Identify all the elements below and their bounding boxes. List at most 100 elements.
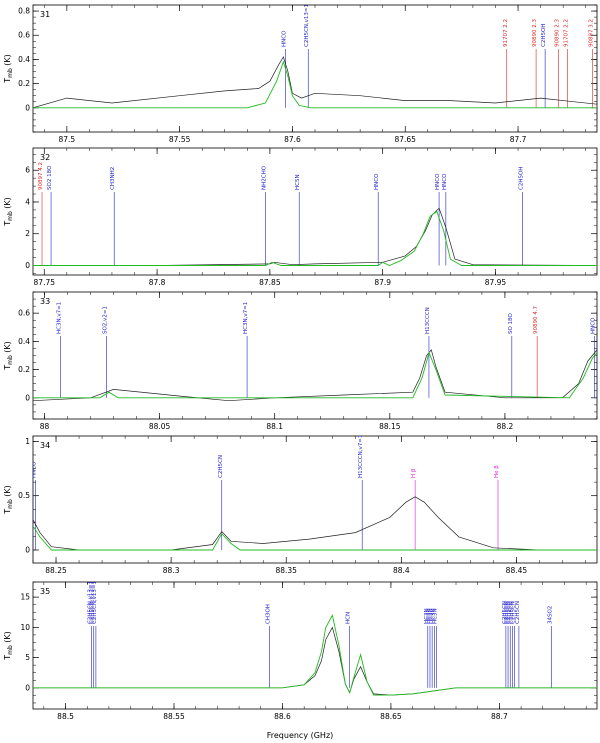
line-id-label: HC3N,v7=1 <box>57 302 63 334</box>
y-tick-label: 0.8 <box>18 7 30 16</box>
panel-33: 33 88 88.05 88.1 88.15 88.2 0 0.2 0.4 0.6 Tmb (K) H… <box>3 291 598 431</box>
line-id-label: C2H5CN <box>218 455 224 478</box>
y-axis-label-sub: mb <box>7 355 14 365</box>
panel-32: 32 87.75 87.8 87.85 87.9 87.95 0 2 4 6 Tmb (K) 9089… <box>3 147 598 287</box>
line-id-label: CH3OH <box>265 604 271 624</box>
y-axis-label-sub: mb <box>7 499 14 509</box>
line-id-label: C2H5CN,v13=1 <box>90 581 96 624</box>
panel-frame <box>32 435 598 564</box>
y-tick-label: 0.6 <box>18 309 30 318</box>
line-id-label: HC3N <box>426 608 432 624</box>
line-id-label: C2H5CN <box>504 601 510 624</box>
panel-label: 34 <box>40 441 50 450</box>
x-tick-label: 87.8 <box>149 278 166 287</box>
line-id-label: H β <box>411 468 417 478</box>
panel-31: 31 87.5 87.55 87.6 87.65 87.7 0 0.2 0.4 0.6 0.8 Tmb… <box>3 4 598 144</box>
line-id-label: HC3N <box>432 608 438 624</box>
spectrum-model <box>33 60 597 109</box>
line-id-label: C2H5CN,v13=1 <box>88 581 94 624</box>
y-tick-label: 6 <box>25 166 30 175</box>
y-axis-label-unit: (K) <box>3 485 12 499</box>
line-id-label: HC3N,v7=1 <box>243 302 249 334</box>
panel-data: HNCO C2H5CN H13CCCN,v7=1 H β He β <box>31 435 597 551</box>
panels: 31 87.5 87.55 87.6 87.65 87.7 0 0.2 0.4 0.6 0.8 Tmb… <box>3 4 598 721</box>
line-id-label: 90890 4.7 <box>533 306 539 334</box>
y-tick-label: 5 <box>25 653 30 662</box>
panel-frame <box>32 581 598 710</box>
x-tick-label: 88.1 <box>266 422 283 431</box>
line-id-label: 91707 2.2 <box>503 19 509 47</box>
x-tick-label: 88.55 <box>163 712 185 721</box>
line-id-label: HC3N <box>430 608 436 624</box>
spectrum-observed <box>33 56 597 109</box>
panel-label: 31 <box>40 10 50 19</box>
y-tick-label: 0 <box>25 683 30 692</box>
x-tick-label: 87.95 <box>485 278 507 287</box>
line-id-label: H13CCCN,v7=1 <box>358 435 364 478</box>
line-id-label: HNCO <box>31 461 37 478</box>
line-id-label: C2H5OH <box>541 24 547 47</box>
x-tick-label: 88.45 <box>506 566 528 575</box>
spectrum-observed <box>33 496 597 551</box>
y-tick-label: 0.2 <box>18 365 30 374</box>
y-tick-label: 0 <box>25 393 30 402</box>
y-axis-label: Tmb (K) <box>3 341 14 371</box>
line-id-label: HNCO <box>435 173 441 190</box>
x-tick-label: 88.7 <box>491 712 508 721</box>
line-id-label: SO2,v2=1 <box>103 306 109 334</box>
x-tick-label: 88.4 <box>393 566 410 575</box>
y-axis-label-main: T <box>3 655 12 661</box>
y-tick-label: 0.5 <box>18 491 30 500</box>
line-id-label: HCN <box>346 612 352 624</box>
x-tick-label: 88 <box>40 422 50 431</box>
x-tick-label: 88.5 <box>57 712 74 721</box>
y-tick-label: 1 <box>25 437 30 446</box>
spectrum-observed <box>33 349 597 402</box>
panel-label: 35 <box>40 587 50 596</box>
x-tick-label: 88.35 <box>275 566 297 575</box>
line-id-label: HC3N <box>428 608 434 624</box>
line-id-label: NH2CHO <box>261 165 267 190</box>
line-id-label: C2H5CN <box>508 601 514 624</box>
y-tick-label: 4 <box>25 197 30 206</box>
panel-34: 34 88.25 88.3 88.35 88.4 88.45 0 0.5 1 Tmb (K) HNC… <box>3 435 598 575</box>
line-id-label: HC3N <box>424 608 430 624</box>
spectrum-observed <box>33 207 597 266</box>
line-id-label: HC5N <box>295 174 301 190</box>
y-axis-label-sub: mb <box>7 645 14 655</box>
y-tick-label: 0.4 <box>18 55 30 64</box>
y-axis-label-sub: mb <box>7 211 14 221</box>
x-tick-label: 88.15 <box>379 422 401 431</box>
x-tick-label: 87.65 <box>394 135 416 144</box>
x-tick-label: 87.5 <box>58 135 75 144</box>
y-axis-label-main: T <box>3 221 12 227</box>
x-tick-label: 87.75 <box>34 278 56 287</box>
x-tick-label: 87.9 <box>374 278 391 287</box>
line-id-label: 34SO2 <box>547 606 553 624</box>
line-id-label: C2H5CN,v13=1 <box>304 4 310 47</box>
x-tick-label: 88.3 <box>163 566 180 575</box>
line-id-label: HNCO <box>591 317 597 334</box>
panel-label: 33 <box>40 297 50 306</box>
x-tick-label: 87.7 <box>510 135 527 144</box>
line-id-label: C2H5OH <box>519 167 525 190</box>
line-id-label: C2H5CN <box>511 601 517 624</box>
y-axis-label: Tmb (K) <box>3 631 14 661</box>
y-tick-label: 2 <box>25 229 30 238</box>
line-id-label: HNCO <box>374 173 380 190</box>
panel-frame <box>32 147 598 276</box>
x-tick-label: 88.05 <box>149 422 171 431</box>
line-id-label: 90897 3.2 <box>588 19 594 47</box>
line-id-label: SO 18O <box>508 312 514 334</box>
spectrum-model <box>33 614 597 696</box>
line-id-label: 90890 2.3 <box>532 19 538 47</box>
y-axis-label: Tmb (K) <box>3 485 14 515</box>
x-tick-label: 87.6 <box>284 135 301 144</box>
y-axis-label-unit: (K) <box>3 341 12 355</box>
y-tick-label: 0.6 <box>18 31 30 40</box>
y-axis-label-unit: (K) <box>3 631 12 645</box>
y-axis-label-unit: (K) <box>3 197 12 211</box>
